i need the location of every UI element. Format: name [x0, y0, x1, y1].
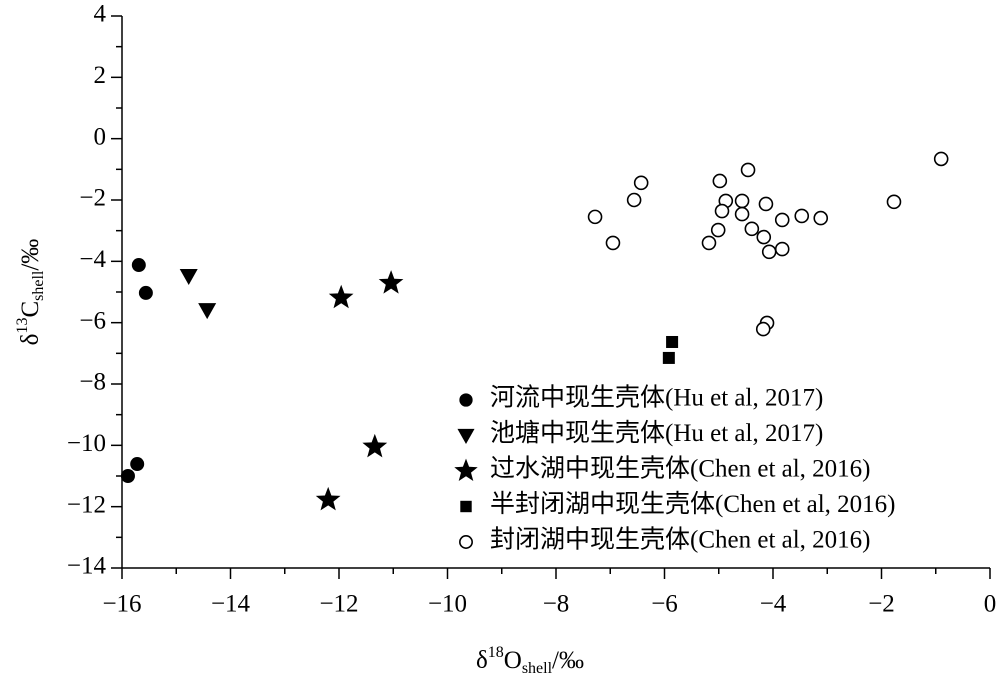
- y-tick-label: −4: [79, 246, 106, 273]
- point: [626, 192, 642, 208]
- point: [198, 303, 217, 320]
- point: [794, 208, 810, 224]
- point: [130, 457, 145, 472]
- point: [710, 222, 726, 238]
- point: [179, 269, 198, 286]
- point: [933, 151, 949, 167]
- y-tick-label: 2: [94, 62, 107, 89]
- legend-label: 池塘中现生壳体(Hu et al, 2017): [490, 419, 823, 447]
- point: [315, 486, 341, 511]
- xlabel-part: δ: [476, 647, 488, 674]
- legend-marker: [454, 458, 478, 481]
- point: [761, 244, 777, 260]
- point: [756, 229, 772, 245]
- legend-label: 封闭湖中现生壳体(Chen et al, 2016): [490, 526, 871, 554]
- point: [774, 241, 790, 257]
- point: [712, 173, 728, 189]
- legend-marker: [459, 393, 473, 407]
- point: [633, 175, 649, 191]
- legend-marker: [457, 428, 475, 445]
- legend-label: 半封闭湖中现生壳体(Chen et al, 2016): [490, 490, 896, 518]
- point: [605, 235, 621, 251]
- y-tick-label: 4: [94, 1, 107, 28]
- point: [734, 193, 750, 209]
- ylabel-part: shell: [30, 270, 47, 301]
- ylabel-axis-label: δ13Cshell/‰: [14, 239, 47, 346]
- y-tick-label: −8: [79, 369, 106, 396]
- y-tick-label: −2: [79, 185, 106, 212]
- point: [886, 194, 902, 210]
- xlabel-part: 18: [488, 644, 504, 661]
- x-tick-label: −6: [651, 591, 678, 618]
- point: [774, 212, 790, 228]
- x-tick-label: 0: [984, 591, 997, 618]
- x-tick-label: −16: [102, 591, 141, 618]
- point: [714, 203, 730, 219]
- point: [120, 469, 135, 483]
- xlabel-axis-label: δ18Oshell/‰: [476, 644, 584, 677]
- point: [755, 321, 771, 337]
- point: [758, 196, 774, 212]
- xlabel-part: /‰: [552, 647, 584, 674]
- legend-label: 过水湖中现生壳体(Chen et al, 2016): [490, 455, 871, 483]
- y-tick-label: −10: [67, 430, 106, 457]
- x-tick-label: −2: [868, 591, 895, 618]
- x-tick-label: −14: [211, 591, 251, 618]
- xlabel-part: shell: [522, 660, 553, 677]
- point: [666, 335, 679, 348]
- x-tick-label: −10: [428, 591, 467, 618]
- legend-label: 河流中现生壳体(Hu et al, 2017): [490, 384, 823, 412]
- point: [587, 209, 603, 225]
- point: [740, 162, 756, 178]
- y-tick-label: 0: [94, 123, 107, 150]
- point: [378, 270, 404, 294]
- ylabel-part: C: [17, 301, 44, 318]
- point: [701, 235, 717, 251]
- point: [734, 206, 750, 222]
- point: [744, 221, 760, 237]
- point: [138, 285, 153, 300]
- point: [362, 433, 388, 458]
- point: [813, 210, 829, 226]
- point: [662, 351, 675, 364]
- ylabel-part: 13: [14, 318, 31, 334]
- x-tick-label: −12: [319, 591, 358, 618]
- legend-marker: [460, 500, 472, 513]
- x-tick-label: −4: [760, 591, 787, 618]
- xlabel-part: O: [504, 647, 522, 674]
- point: [328, 284, 354, 309]
- y-tick-label: −6: [79, 307, 106, 334]
- ylabel-part: δ: [17, 334, 44, 346]
- y-tick-label: −12: [67, 491, 106, 518]
- point: [131, 258, 146, 273]
- x-tick-label: −8: [543, 591, 570, 618]
- ylabel-part: /‰: [17, 239, 44, 271]
- y-tick-label: −14: [67, 553, 107, 580]
- legend-marker: [459, 535, 473, 549]
